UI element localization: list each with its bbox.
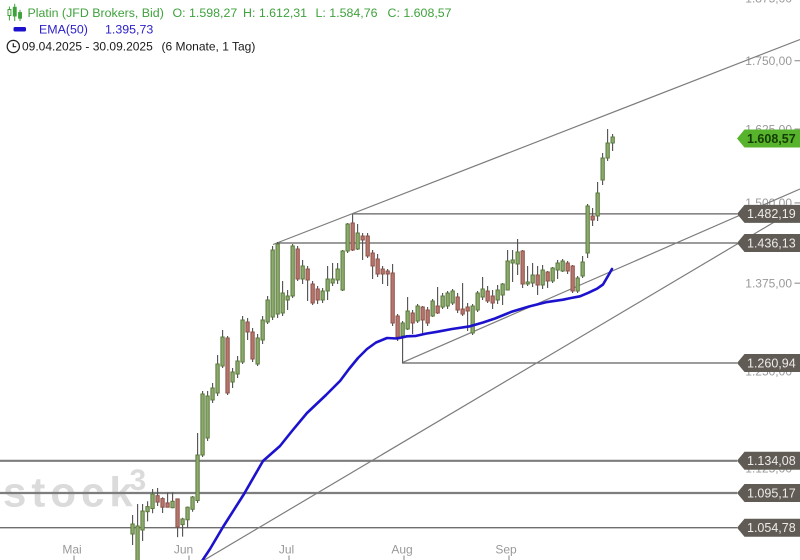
svg-text:O: 1.598,27: O: 1.598,27 — [173, 6, 238, 20]
svg-text:Platin (JFD Brokers, Bid): Platin (JFD Brokers, Bid) — [28, 6, 164, 20]
svg-text:1.260,94: 1.260,94 — [747, 356, 796, 370]
svg-text:3: 3 — [130, 464, 147, 497]
svg-text:Jul: Jul — [279, 543, 294, 557]
svg-text:Sep: Sep — [495, 543, 517, 557]
svg-text:(6 Monate, 1 Tag): (6 Monate, 1 Tag) — [162, 40, 256, 54]
svg-text:C: 1.608,57: C: 1.608,57 — [388, 6, 452, 20]
svg-text:Aug: Aug — [391, 543, 412, 557]
svg-text:1.395,73: 1.395,73 — [105, 23, 153, 37]
svg-text:1.054,78: 1.054,78 — [747, 521, 796, 535]
svg-text:1.134,08: 1.134,08 — [747, 454, 796, 468]
svg-text:1.608,57: 1.608,57 — [747, 132, 796, 146]
svg-text:H: 1.612,31: H: 1.612,31 — [243, 6, 307, 20]
svg-text:1.436,13: 1.436,13 — [747, 236, 796, 250]
svg-text:EMA(50): EMA(50) — [39, 23, 88, 37]
svg-text:Jun: Jun — [174, 543, 193, 557]
svg-text:1.095,17: 1.095,17 — [747, 486, 796, 500]
svg-text:1.375,00: 1.375,00 — [745, 276, 792, 290]
svg-text:09.04.2025 - 30.09.2025: 09.04.2025 - 30.09.2025 — [22, 40, 153, 54]
svg-text:1.482,19: 1.482,19 — [747, 207, 796, 221]
svg-text:1.750,00: 1.750,00 — [745, 54, 792, 68]
svg-text:Mai: Mai — [62, 543, 81, 557]
svg-text:L: 1.584,76: L: 1.584,76 — [316, 6, 378, 20]
svg-text:1.875,00: 1.875,00 — [745, 0, 792, 6]
